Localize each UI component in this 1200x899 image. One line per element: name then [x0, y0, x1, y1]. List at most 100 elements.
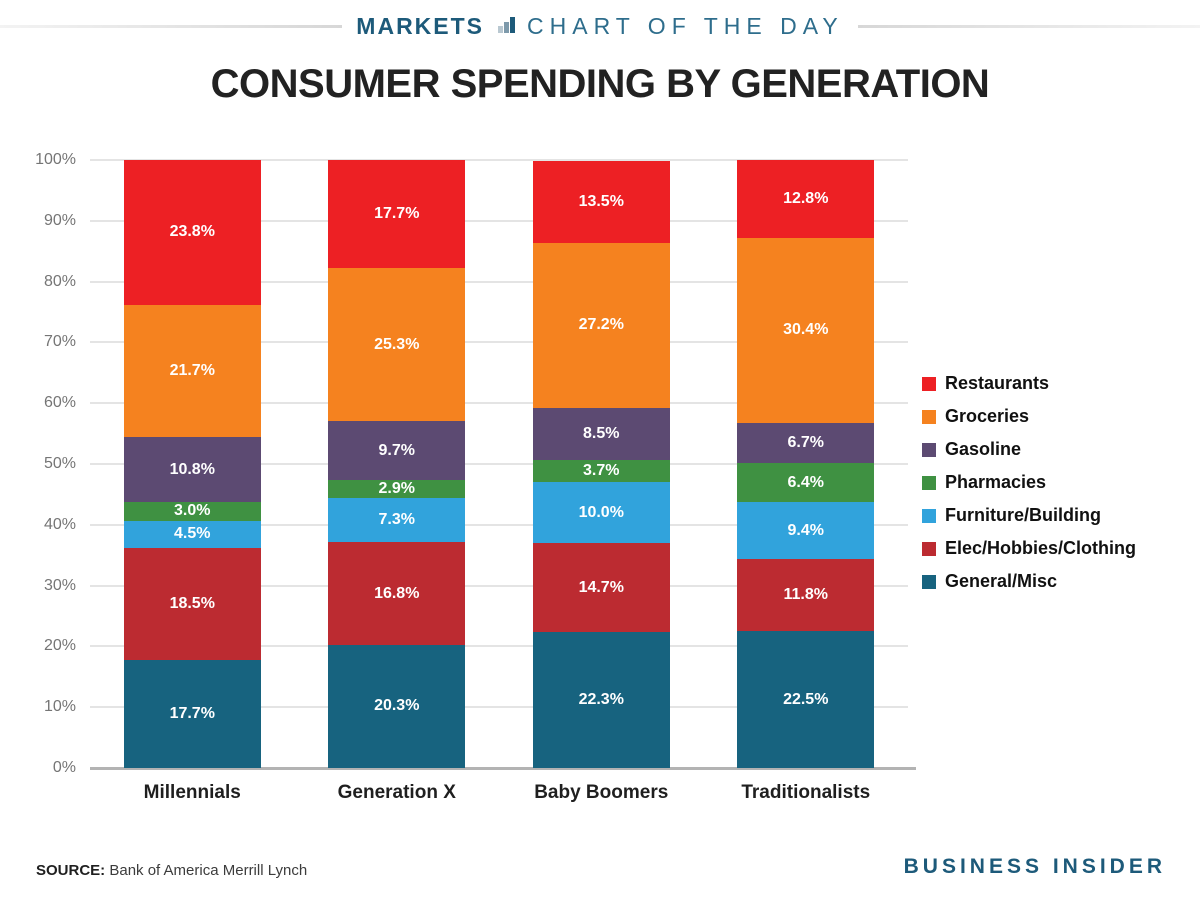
- bar-millennials: 23.8% 21.7% 10.8% 3.0% 4.5% 18.5% 17.7%: [123, 160, 261, 768]
- bar-baby-boomers: 13.5% 27.2% 8.5% 3.7% 10.0% 14.7% 22.3%: [532, 160, 670, 768]
- source-line: SOURCE: Bank of America Merrill Lynch: [36, 862, 307, 879]
- bar-value-label: 20.3%: [374, 697, 420, 715]
- legend-item: Gasoline: [922, 433, 1136, 466]
- kicker-banner: MARKETS CHART OF THE DAY: [0, 12, 1200, 40]
- bar-value-label: 3.0%: [174, 502, 211, 520]
- y-tick-label: 30%: [43, 576, 76, 594]
- bar-value-label: 13.5%: [578, 192, 624, 210]
- gridline: [90, 584, 908, 587]
- bar-segment: 3.7%: [532, 459, 670, 483]
- legend-item: Restaurants: [922, 367, 1136, 400]
- brand-logo: BUSINESS INSIDER: [903, 855, 1166, 878]
- y-tick-label: 50%: [43, 455, 76, 472]
- bar-value-label: 30.4%: [783, 321, 829, 339]
- bar-segment: 4.5%: [123, 520, 261, 548]
- legend-item: Elec/Hobbies/Clothing: [922, 532, 1136, 565]
- kicker-rule-left: [0, 24, 343, 28]
- legend-swatch: [922, 508, 936, 523]
- bar-segment: 6.7%: [737, 422, 875, 464]
- y-tick-label: 70%: [43, 333, 76, 351]
- legend-label: Gasoline: [945, 439, 1022, 459]
- bar-segment: 11.8%: [737, 559, 875, 632]
- gridline: [90, 341, 908, 344]
- chart: 100% 90% 80% 70% 60% 50% 40% 30% 20% 10% 0% 23.8% 21…: [0, 145, 1200, 823]
- bar-segment: 12.8%: [737, 160, 875, 238]
- category-label: Traditionalists: [741, 782, 871, 803]
- bars-container: 23.8% 21.7% 10.8% 3.0% 4.5% 18.5% 17.7% 17.7% 25…: [90, 160, 908, 768]
- legend-item: Pharmacies: [922, 466, 1136, 499]
- bar-segment: 16.8%: [328, 542, 466, 645]
- legend-label: Elec/Hobbies/Clothing: [945, 538, 1137, 558]
- bar-segment: 22.3%: [532, 632, 670, 768]
- category-label: Baby Boomers: [534, 782, 669, 803]
- kicker-text: MARKETS CHART OF THE DAY: [342, 13, 857, 40]
- x-axis-labels: Millennials Generation X Baby Boomers Tradi…: [90, 782, 908, 804]
- kicker-chart-of-the-day-label: CHART OF THE DAY: [527, 12, 844, 39]
- bar-segment: 13.5%: [532, 160, 670, 243]
- legend-item: Groceries: [922, 400, 1136, 433]
- bar-value-label: 23.8%: [169, 223, 215, 241]
- legend-item: General/Misc: [922, 565, 1136, 598]
- bar-value-label: 2.9%: [378, 480, 415, 498]
- legend-label: General/Misc: [945, 571, 1058, 591]
- plot-area: 100% 90% 80% 70% 60% 50% 40% 30% 20% 10% 0% 23.8% 21…: [35, 151, 917, 803]
- bar-value-label: 22.3%: [578, 691, 624, 709]
- bar-segment: 14.7%: [532, 543, 670, 633]
- source-text: Bank of America Merrill Lynch: [109, 862, 308, 879]
- bar-segment: 6.4%: [737, 463, 875, 503]
- bar-value-label: 27.2%: [578, 316, 624, 334]
- legend-item: Furniture/Building: [922, 499, 1136, 532]
- bar-value-label: 25.3%: [374, 335, 420, 353]
- bar-segment: 9.7%: [328, 421, 466, 481]
- bar-value-label: 6.7%: [787, 434, 824, 452]
- legend-label: Furniture/Building: [945, 505, 1101, 525]
- gridline: [90, 219, 908, 222]
- bar-segment: 8.5%: [532, 408, 670, 460]
- legend-swatch: [922, 442, 936, 457]
- gridline: [90, 463, 908, 465]
- legend-label: Groceries: [945, 406, 1030, 426]
- bar-value-label: 6.4%: [787, 473, 824, 491]
- bar-value-label: 21.7%: [169, 361, 215, 379]
- bar-segment: 7.3%: [328, 498, 466, 543]
- bar-value-label: 10.0%: [578, 503, 624, 521]
- gridline: [90, 159, 908, 161]
- bar-segment: 21.7%: [123, 304, 261, 437]
- bar-value-label: 9.4%: [787, 521, 824, 539]
- bar-segment: 3.0%: [123, 502, 261, 521]
- bar-segment: 20.3%: [328, 644, 466, 768]
- bar-value-label: 16.8%: [374, 584, 420, 602]
- legend-swatch: [922, 574, 936, 589]
- bar-segment: 10.8%: [123, 436, 261, 503]
- y-tick-label: 100%: [35, 151, 76, 168]
- gridline: [90, 706, 908, 709]
- y-tick-label: 40%: [43, 515, 76, 533]
- source-label: SOURCE:: [36, 862, 106, 879]
- legend-swatch: [922, 409, 936, 424]
- bar-segment: 23.8%: [123, 160, 261, 305]
- legend-swatch: [922, 376, 936, 391]
- bar-segment: 9.4%: [737, 502, 875, 560]
- legend-label: Restaurants: [945, 373, 1050, 393]
- bar-generation-x: 17.7% 25.3% 9.7% 2.9% 7.3% 16.8% 20.3%: [328, 160, 466, 768]
- bar-value-label: 9.7%: [378, 441, 415, 459]
- y-tick-label: 10%: [43, 698, 76, 716]
- bar-segment: 18.5%: [123, 547, 261, 661]
- gridline: [90, 523, 908, 526]
- legend-swatch: [922, 475, 936, 490]
- category-label: Generation X: [337, 782, 456, 803]
- bar-chart-icon: [498, 17, 516, 33]
- bar-value-label: 8.5%: [583, 424, 620, 442]
- legend: Restaurants Groceries Gasoline Pharmacies Fu…: [922, 367, 1136, 598]
- bar-value-label: 11.8%: [783, 586, 828, 604]
- category-label: Millennials: [143, 782, 241, 803]
- bar-value-label: 7.3%: [378, 511, 415, 529]
- bar-value-label: 12.8%: [783, 189, 829, 207]
- bar-segment: 2.9%: [328, 480, 466, 499]
- footer: SOURCE: Bank of America Merrill Lynch BU…: [0, 855, 1200, 879]
- bar-segment: 17.7%: [328, 160, 466, 268]
- kicker-rule-right: [857, 24, 1200, 28]
- bar-value-label: 18.5%: [169, 595, 215, 613]
- bar-value-label: 17.7%: [169, 705, 215, 723]
- y-tick-label: 60%: [43, 394, 76, 412]
